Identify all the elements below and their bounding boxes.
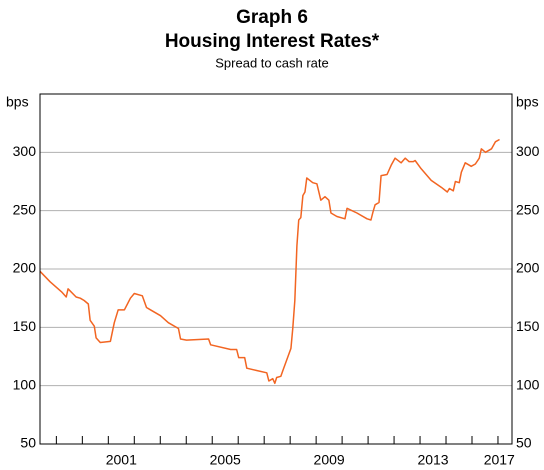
y-tick-label: 250 bbox=[13, 201, 37, 217]
y2-axis-label: bps bbox=[516, 94, 539, 110]
y-tick-label: 300 bbox=[13, 143, 37, 159]
x-tick-label: 2009 bbox=[314, 452, 345, 468]
chart-note: Spread to cash rate bbox=[215, 55, 328, 70]
y2-tick-label: 100 bbox=[516, 376, 540, 392]
y2-tick-label: 300 bbox=[516, 143, 540, 159]
x-tick-label: 2017 bbox=[484, 452, 515, 468]
y2-tick-label: 150 bbox=[516, 318, 540, 334]
chart-subtitle: Housing Interest Rates* bbox=[165, 31, 380, 52]
y-tick-label: 200 bbox=[13, 260, 37, 276]
data-line bbox=[39, 138, 500, 385]
y-tick-label: 100 bbox=[13, 376, 37, 392]
plot-frame bbox=[39, 93, 513, 445]
x-tick-label: 2005 bbox=[210, 452, 241, 468]
y2-tick-label: 200 bbox=[516, 260, 540, 276]
x-tick-label: 2013 bbox=[417, 452, 448, 468]
chart-title: Graph 6 bbox=[236, 7, 308, 28]
x-tick-label: 2001 bbox=[106, 452, 137, 468]
y-tick-label: 50 bbox=[20, 435, 36, 451]
y-axis-label: bps bbox=[6, 94, 29, 110]
y2-tick-label: 50 bbox=[516, 435, 532, 451]
y2-tick-label: 250 bbox=[516, 201, 540, 217]
y-tick-label: 150 bbox=[13, 318, 37, 334]
